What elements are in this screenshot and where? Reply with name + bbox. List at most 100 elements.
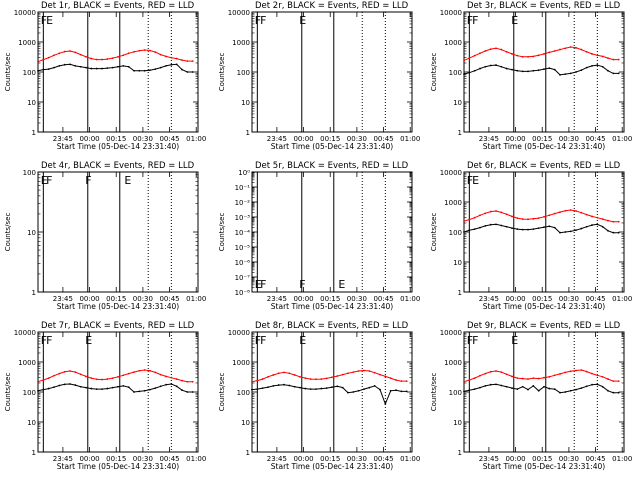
y-axis-label: Counts/sec [430,213,438,252]
series-events-point [69,63,71,66]
series-lld-point [154,371,157,374]
series-lld-point [272,374,275,376]
series-lld-point [175,378,178,380]
series-events-point [575,229,577,232]
series-lld-point [138,49,141,52]
panel-title: Det 1r, BLACK = Events, RED = LLD [41,1,195,11]
plot-frame [37,331,199,453]
series-events-point [309,388,312,390]
series-events-point [575,71,577,73]
panel-det-6r: Det 6r, BLACK = Events, RED = LLD Counts/… [430,161,632,311]
series-lld-point [527,218,529,221]
x-tick-label: 00:15 [320,295,340,303]
y-tick-label: 1 [32,129,36,137]
series-events-point [585,385,588,388]
series-events-point [79,385,82,388]
series-lld-point [521,218,524,220]
y-tick-label: 1000 [18,39,36,47]
x-tick-label: 00:15 [532,455,552,463]
series-events-point [352,391,355,393]
series-lld-point [85,375,87,378]
series-lld-point [521,377,524,380]
series-events-point [537,389,540,392]
series-events-point [484,224,487,227]
series-events-line [37,383,193,393]
series-events-point [283,383,285,386]
series-lld-point [37,60,39,63]
y-tick-label: 100 [23,69,36,77]
x-axis-label: Start Time (05-Dec-14 23:31:40) [271,462,393,471]
series-events-point [336,385,339,388]
series-lld-point [101,378,103,381]
x-axis-label: Start Time (05-Dec-14 23:31:40) [271,142,393,151]
series-events-point [389,389,392,392]
panel-det-1r: Det 1r, BLACK = Events, RED = LLD Counts/… [4,1,206,151]
series-events-point [553,226,556,229]
series-events-point [111,386,114,389]
series-events-point [580,387,583,389]
series-events-point [468,389,471,392]
series-events-point [548,387,551,390]
y-tick-label: 10 [453,419,462,427]
series-events-point [591,383,593,386]
panel-title: Det 4r, BLACK = Events, RED = LLD [41,161,195,171]
x-tick-label: 00:00 [293,135,313,143]
plot-frame [463,171,625,293]
series-lld-point [58,52,61,55]
x-tick-label: 01:00 [612,455,632,463]
x-tick-label: 00:30 [133,455,153,463]
series-lld-point [543,53,545,55]
interval-flag: F [255,14,261,27]
y-tick-label: 1000 [444,39,462,47]
series-lld-point [277,372,280,375]
series-events-point [569,389,572,392]
series-events-point [341,386,344,389]
series-lld-point [90,57,93,60]
series-events-point [516,388,519,390]
series-events-point [127,65,130,68]
series-lld-point [331,376,333,379]
series-lld-point [400,380,403,383]
series-events-line [251,384,407,406]
x-axis-label: Start Time (05-Dec-14 23:31:40) [483,142,605,151]
series-lld-point [607,57,609,60]
y-tick-label: 1 [246,449,250,457]
series-events-point [288,384,291,387]
x-tick-label: 00:30 [559,295,579,303]
series-events-point [580,227,583,230]
series-lld-point [596,54,599,57]
series-lld-point [591,215,593,218]
series-events-point [500,65,503,68]
x-tick-label: 00:45 [159,135,179,143]
x-tick-label: 23:45 [479,295,499,303]
series-lld-point [516,54,519,57]
series-events-point [170,63,173,66]
interval-flag: F [85,174,91,187]
series-events-point [559,231,561,234]
series-events-point [479,386,481,389]
series-lld-point [117,55,119,58]
y-tick-label: 1 [32,449,36,457]
x-axis-label: Start Time (05-Dec-14 23:31:40) [483,462,605,471]
series-events-point [596,383,599,386]
series-events-point [170,383,173,385]
x-tick-label: 23:45 [479,455,499,463]
series-events-point [74,64,77,67]
series-events-point [347,391,349,394]
x-tick-label: 00:15 [106,455,126,463]
series-events-point [95,388,98,390]
series-events-point [191,71,194,73]
series-lld-point [596,374,599,377]
series-events-point [537,227,540,229]
series-events-point [617,231,620,234]
series-lld-point [106,58,109,60]
series-lld-point [53,54,55,57]
y-axis-label: Counts/sec [218,213,226,252]
series-lld-point [74,371,77,374]
series-lld-point [395,379,397,381]
series-lld-point [463,59,465,62]
series-events-point [175,63,178,66]
series-events-point [149,69,151,72]
y-axis-label: Counts/sec [430,373,438,412]
series-events-point [532,69,535,72]
